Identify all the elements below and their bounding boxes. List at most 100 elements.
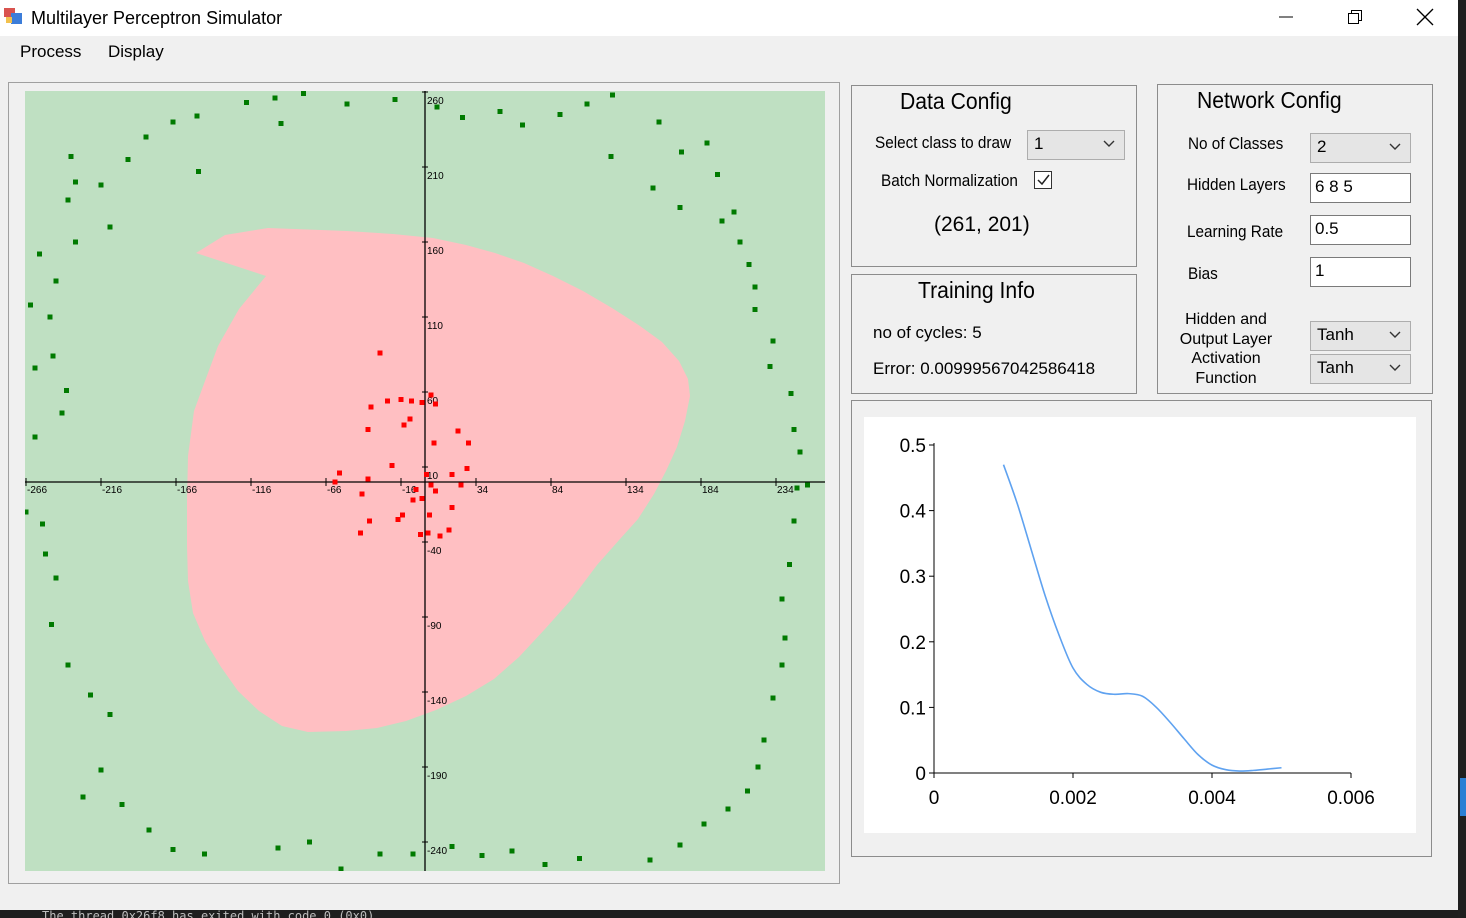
chart-y-tick-label: 0.5 <box>900 436 926 457</box>
class2-point <box>170 847 176 852</box>
class1-point <box>433 401 438 407</box>
output-activation-dropdown[interactable]: Tanh <box>1310 354 1411 384</box>
class2-point <box>301 91 306 96</box>
class2-point <box>745 788 750 794</box>
class2-point <box>107 712 113 717</box>
class1-point <box>458 482 464 488</box>
restore-button[interactable] <box>1320 0 1390 34</box>
x-tick-label: 134 <box>627 485 644 496</box>
activation-label-line: Function <box>1195 369 1257 387</box>
class2-point <box>787 562 792 567</box>
class1-point <box>424 472 429 477</box>
class2-point <box>805 482 810 488</box>
y-tick-label: -190 <box>427 771 447 782</box>
class2-point <box>656 119 662 125</box>
close-button[interactable] <box>1390 0 1460 34</box>
class1-point <box>358 530 363 536</box>
class2-point <box>542 862 548 867</box>
data-config-title: Data Config <box>900 88 1012 114</box>
class2-point <box>791 427 797 432</box>
class2-point <box>119 802 125 807</box>
class2-point <box>677 842 683 848</box>
menu-display[interactable]: Display <box>108 42 164 61</box>
class1-point <box>413 487 419 492</box>
x-tick-label: -266 <box>27 485 47 496</box>
class2-point <box>202 851 207 857</box>
x-tick-label: 234 <box>777 485 794 496</box>
class1-point <box>367 518 372 524</box>
cursor-coordinates: (261, 201) <box>934 213 1030 236</box>
class1-point <box>418 532 423 537</box>
class1-point <box>449 505 455 510</box>
class1-point <box>337 470 342 476</box>
hidden-activation-dropdown[interactable]: Tanh <box>1310 321 1411 351</box>
class2-point <box>64 388 69 393</box>
class2-point <box>752 284 758 290</box>
minimize-button[interactable] <box>1251 0 1321 34</box>
activation-label-line: Hidden and <box>1185 311 1267 328</box>
class2-point <box>497 109 503 114</box>
class2-point <box>715 172 720 177</box>
class2-point <box>377 851 383 857</box>
y-tick-label: 60 <box>427 396 439 407</box>
select-class-label: Select class to draw <box>875 133 1012 152</box>
class2-point <box>50 353 56 359</box>
class2-point <box>647 857 653 863</box>
class2-point <box>449 844 455 849</box>
y-tick-label: 10 <box>427 471 439 482</box>
class2-point <box>770 338 776 344</box>
no-of-classes-label: No of Classes <box>1188 134 1284 153</box>
class2-point <box>584 101 590 107</box>
chart-y-tick-label: 0.2 <box>900 633 926 654</box>
training-info-title: Training Info <box>918 277 1035 303</box>
class2-point <box>146 827 152 833</box>
class2-point <box>767 364 773 369</box>
select-class-dropdown[interactable]: 1 <box>1027 130 1125 160</box>
class2-point <box>509 848 515 854</box>
data-points <box>25 91 810 871</box>
class2-point <box>608 154 614 159</box>
drawing-canvas[interactable]: -266 -216 -166 -116 -66 -16 34 84 134 184 234 260 21… <box>25 91 825 871</box>
class2-point <box>25 509 29 515</box>
bias-input[interactable]: 1 <box>1310 257 1411 287</box>
y-tick-label: 160 <box>427 246 444 257</box>
class2-point <box>460 115 465 120</box>
title-bar: Multilayer Perceptron Simulator <box>0 0 1458 36</box>
y-tick-label: -40 <box>427 546 442 557</box>
class1-point <box>400 512 405 518</box>
scrollbar-thumb <box>1460 778 1466 816</box>
class1-point <box>395 517 401 522</box>
class2-point <box>68 154 74 159</box>
learning-rate-input[interactable]: 0.5 <box>1310 215 1411 245</box>
hidden-layers-input[interactable]: 6 8 5 <box>1310 173 1411 203</box>
menu-process[interactable]: Process <box>20 42 82 61</box>
class1-point <box>446 527 452 533</box>
class2-point <box>272 95 278 101</box>
class2-point <box>28 302 33 308</box>
class2-point <box>65 197 71 203</box>
network-config-group <box>1157 84 1433 394</box>
app-icon <box>4 8 22 24</box>
class2-point <box>791 518 797 524</box>
class2-point <box>244 100 249 105</box>
no-of-classes-dropdown[interactable]: 2 <box>1310 133 1411 163</box>
chart-x-tick-label: 0 <box>929 788 940 809</box>
class2-point <box>731 209 737 215</box>
class2-point <box>479 853 485 858</box>
x-tick-label: 184 <box>702 485 719 496</box>
class1-point <box>425 530 431 536</box>
class2-point <box>125 157 131 162</box>
class2-point <box>170 119 176 125</box>
class2-point <box>49 622 54 627</box>
class2-point <box>98 182 104 188</box>
class1-point <box>466 440 471 446</box>
y-tick-label: -240 <box>427 846 447 857</box>
hidden-activation-value: Tanh <box>1317 325 1354 344</box>
batch-norm-checkbox[interactable] <box>1034 171 1052 189</box>
x-tick-label: -116 <box>252 485 272 496</box>
x-tick-label: -216 <box>102 485 122 496</box>
class1-point <box>398 397 404 402</box>
class2-point <box>338 866 344 871</box>
class1-point <box>407 416 413 422</box>
console-text: The thread 0x26f8 has exited with code 0… <box>42 910 382 918</box>
